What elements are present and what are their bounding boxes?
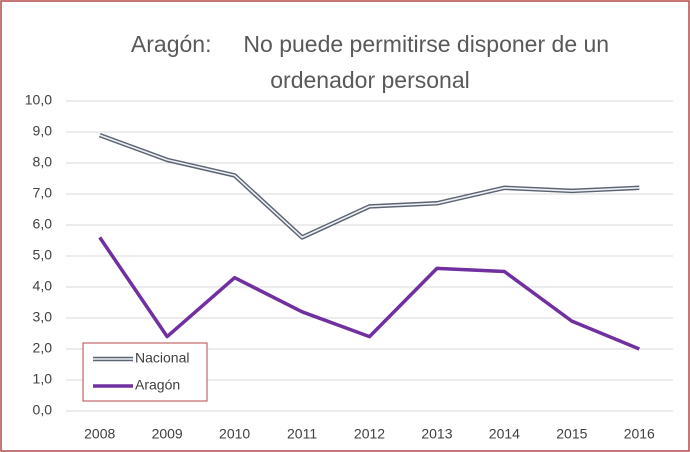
legend-label: Nacional: [135, 350, 189, 366]
x-tick-label: 2015: [556, 426, 587, 442]
y-tick-label: 9,0: [33, 123, 53, 139]
x-tick-label: 2014: [489, 426, 520, 442]
legend-label: Aragón: [135, 377, 180, 393]
series-line-highlight: [99, 134, 640, 239]
x-tick-label: 2010: [219, 426, 250, 442]
y-tick-label: 10,0: [25, 92, 52, 108]
series-line: [98, 236, 640, 351]
x-tick-label: 2009: [152, 426, 183, 442]
x-tick-label: 2008: [84, 426, 115, 442]
x-tick-label: 2016: [624, 426, 655, 442]
y-tick-label: 7,0: [33, 185, 53, 201]
y-tick-label: 0,0: [33, 402, 53, 418]
x-tick-label: 2011: [287, 426, 317, 442]
y-tick-label: 6,0: [33, 216, 53, 232]
legend-box: [82, 342, 208, 402]
x-tick-label: 2012: [354, 426, 385, 442]
chart-title: Aragón: No puede permitirse disponer de …: [130, 31, 616, 93]
y-tick-label: 5,0: [33, 247, 53, 263]
y-tick-label: 2,0: [33, 340, 53, 356]
y-tick-label: 3,0: [33, 309, 53, 325]
legend: Nacional Aragón: [82, 342, 208, 402]
series-line: [98, 132, 640, 240]
y-tick-label: 1,0: [33, 371, 53, 387]
x-tick-label: 2013: [421, 426, 452, 442]
y-tick-label: 4,0: [33, 278, 53, 294]
y-tick-label: 8,0: [33, 154, 53, 170]
